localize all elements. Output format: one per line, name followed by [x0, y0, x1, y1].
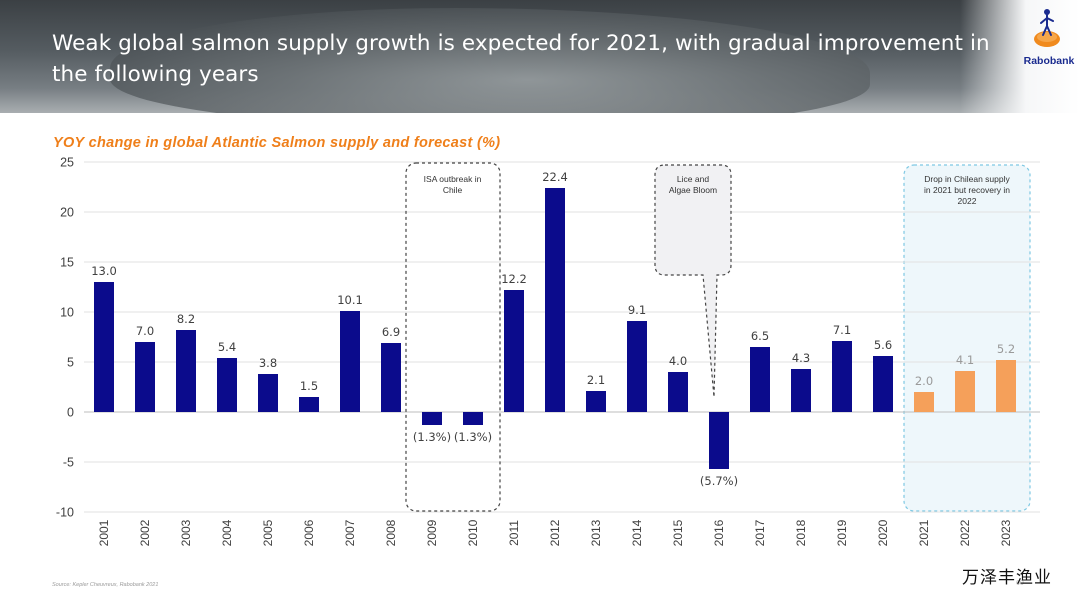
x-tick-label: 2015 — [671, 519, 685, 546]
y-tick-label: 20 — [60, 206, 74, 220]
x-tick-label: 2007 — [343, 519, 357, 546]
x-tick-label: 2004 — [220, 519, 234, 546]
y-tick-label: 0 — [67, 406, 74, 420]
y-tick-label: 10 — [60, 306, 74, 320]
value-label: 12.2 — [501, 272, 527, 286]
bar-2001 — [94, 282, 114, 412]
value-label: 22.4 — [542, 170, 568, 184]
x-tick-label: 2001 — [97, 519, 111, 546]
lice-callout-box — [654, 164, 732, 398]
x-tick-label: 2022 — [958, 519, 972, 546]
lice-annotation-text: Lice and — [677, 174, 709, 184]
x-tick-label: 2014 — [630, 519, 644, 546]
bar-2011 — [504, 290, 524, 412]
value-label: 1.5 — [300, 379, 318, 393]
x-tick-label: 2013 — [589, 519, 603, 546]
value-label: 5.4 — [218, 340, 236, 354]
x-tick-label: 2020 — [876, 519, 890, 546]
x-tick-label: 2023 — [999, 519, 1013, 546]
banner-fade — [960, 0, 1080, 113]
value-label: (1.3%) — [413, 430, 451, 444]
x-tick-label: 2018 — [794, 519, 808, 546]
isa-annotation-box — [405, 162, 501, 512]
x-tick-label: 2016 — [712, 519, 726, 546]
header-banner: Weak global salmon supply growth is expe… — [0, 0, 1080, 113]
x-tick-label: 2009 — [425, 519, 439, 546]
bar-2017 — [750, 347, 770, 412]
bar-2010 — [463, 412, 483, 425]
y-tick-label: -10 — [56, 506, 74, 520]
bar-2019 — [832, 341, 852, 412]
x-tick-label: 2019 — [835, 519, 849, 546]
y-tick-label: 5 — [67, 356, 74, 370]
forecast-annotation-text: in 2021 but recovery in — [924, 185, 1010, 195]
bar-2018 — [791, 369, 811, 412]
rabobank-logo-text: Rabobank — [1023, 55, 1075, 67]
value-label: (5.7%) — [700, 474, 738, 488]
x-tick-label: 2012 — [548, 519, 562, 546]
value-label: 7.0 — [136, 324, 154, 338]
value-label: 9.1 — [628, 303, 646, 317]
bar-2003 — [176, 330, 196, 412]
rabobank-logo-icon — [1034, 9, 1060, 47]
bar-2002 — [135, 342, 155, 412]
forecast-annotation-text: Drop in Chilean supply — [924, 174, 1010, 184]
value-label: 3.8 — [259, 356, 277, 370]
page-title: Weak global salmon supply growth is expe… — [52, 31, 990, 87]
value-label: 4.1 — [956, 353, 974, 367]
bar-2015 — [668, 372, 688, 412]
value-label: 5.2 — [997, 342, 1015, 356]
y-tick-label: 15 — [60, 256, 74, 270]
value-label: 4.3 — [792, 351, 810, 365]
x-tick-label: 2003 — [179, 519, 193, 546]
source-note: Source: Kepler Cheuvreux, Rabobank 2021 — [52, 582, 159, 588]
page-number: 60 — [1016, 580, 1024, 587]
value-label: 6.9 — [382, 325, 400, 339]
forecast-annotation-text: 2022 — [958, 196, 977, 206]
bar-2009 — [422, 412, 442, 425]
chart-title: YOY change in global Atlantic Salmon sup… — [53, 135, 501, 151]
bar-2007 — [340, 311, 360, 412]
isa-annotation-text: Chile — [443, 185, 463, 195]
value-label: 7.1 — [833, 323, 851, 337]
bar-2013 — [586, 391, 606, 412]
bar-2016 — [709, 412, 729, 469]
bar-2020 — [873, 356, 893, 412]
bar-2022 — [955, 371, 975, 412]
y-tick-label: -5 — [63, 456, 74, 470]
watermark-text: 万泽丰渔业 — [962, 568, 1052, 588]
value-label: 13.0 — [91, 264, 117, 278]
value-label: 8.2 — [177, 312, 195, 326]
isa-annotation-text: ISA outbreak in — [424, 174, 482, 184]
x-tick-label: 2017 — [753, 519, 767, 546]
x-tick-label: 2011 — [507, 520, 521, 546]
value-label: 2.0 — [915, 374, 933, 388]
x-tick-label: 2021 — [917, 519, 931, 546]
value-label: (1.3%) — [454, 430, 492, 444]
bar-2023 — [996, 360, 1016, 412]
y-tick-label: 25 — [60, 156, 74, 170]
lice-annotation-text: Algae Bloom — [669, 185, 717, 195]
bar-2005 — [258, 374, 278, 412]
bar-2004 — [217, 358, 237, 412]
salmon-image — [110, 8, 870, 113]
value-label: 4.0 — [669, 354, 687, 368]
bar-2014 — [627, 321, 647, 412]
value-label: 2.1 — [587, 373, 605, 387]
bar-2012 — [545, 188, 565, 412]
value-label: 5.6 — [874, 338, 892, 352]
x-tick-label: 2005 — [261, 519, 275, 546]
x-tick-label: 2006 — [302, 519, 316, 546]
value-label: 10.1 — [337, 293, 363, 307]
bar-2021 — [914, 392, 934, 412]
x-tick-label: 2008 — [384, 519, 398, 546]
x-tick-label: 2002 — [138, 519, 152, 546]
value-label: 6.5 — [751, 329, 769, 343]
bar-2008 — [381, 343, 401, 412]
forecast-annotation-box — [903, 164, 1031, 512]
bar-2006 — [299, 397, 319, 412]
x-tick-label: 2010 — [466, 519, 480, 546]
